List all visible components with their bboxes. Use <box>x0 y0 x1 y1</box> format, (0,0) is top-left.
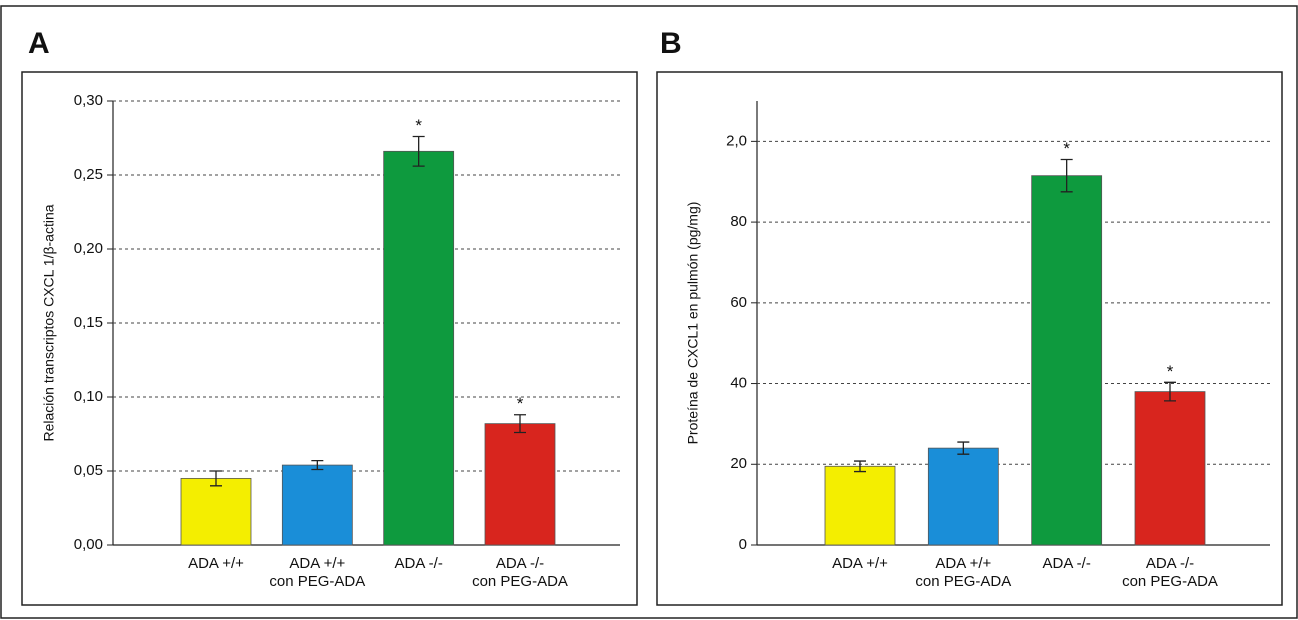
y-tick-label: 2,0 <box>726 132 747 149</box>
y-tick-label: 0,05 <box>74 462 103 479</box>
annotation: * <box>1167 362 1174 381</box>
error-bar <box>1060 158 1073 193</box>
x-tick-label: ADA +/+ <box>188 555 244 572</box>
bar <box>1134 391 1206 546</box>
bar <box>1031 175 1103 546</box>
error-bar <box>412 135 425 167</box>
annotation: * <box>517 394 524 413</box>
y-tick-label: 0,25 <box>74 166 103 183</box>
x-tick-label: ADA -/- <box>1042 555 1091 572</box>
y-tick-label: 80 <box>730 213 747 230</box>
y-tick-label: 0,30 <box>74 92 103 109</box>
error-bar <box>514 414 526 434</box>
y-axis-label: Relación transcriptos CXCL 1/β-actina <box>41 204 57 441</box>
error-bar <box>1164 381 1176 402</box>
annotation: * <box>1063 139 1070 158</box>
y-tick-label: 0 <box>739 536 747 553</box>
y-tick-label: 40 <box>730 375 747 392</box>
y-axis-label: Proteína de CXCL1 en pulmón (pg/mg) <box>685 202 701 445</box>
y-tick-label: 0,20 <box>74 240 103 257</box>
panel-title: A <box>28 27 50 60</box>
bar <box>484 423 556 546</box>
y-tick-label: 0,15 <box>74 314 103 331</box>
bar <box>281 464 353 546</box>
bar <box>927 447 999 546</box>
x-tick-label: ADA -/- con PEG-ADA <box>1122 555 1218 590</box>
bar <box>180 477 252 546</box>
error-bar <box>854 460 866 473</box>
panel-title: B <box>660 27 682 60</box>
annotation: * <box>415 116 422 135</box>
error-bar <box>210 470 222 487</box>
x-tick-label: ADA -/- <box>394 555 443 572</box>
error-bar <box>957 441 970 455</box>
y-tick-label: 60 <box>730 294 747 311</box>
x-tick-label: ADA +/+ con PEG-ADA <box>269 555 366 590</box>
y-tick-label: 20 <box>730 455 747 472</box>
x-tick-label: ADA +/+ con PEG-ADA <box>915 555 1012 590</box>
x-tick-label: ADA +/+ <box>832 555 888 572</box>
error-bar <box>311 459 324 471</box>
y-tick-label: 0,00 <box>74 536 103 553</box>
panel-frame <box>21 71 638 606</box>
y-tick-label: 0,10 <box>74 388 103 405</box>
figure-frame <box>0 5 1298 619</box>
bar <box>383 150 455 546</box>
x-tick-label: ADA -/- con PEG-ADA <box>472 555 568 590</box>
panel-frame <box>656 71 1283 606</box>
bar <box>824 465 896 546</box>
